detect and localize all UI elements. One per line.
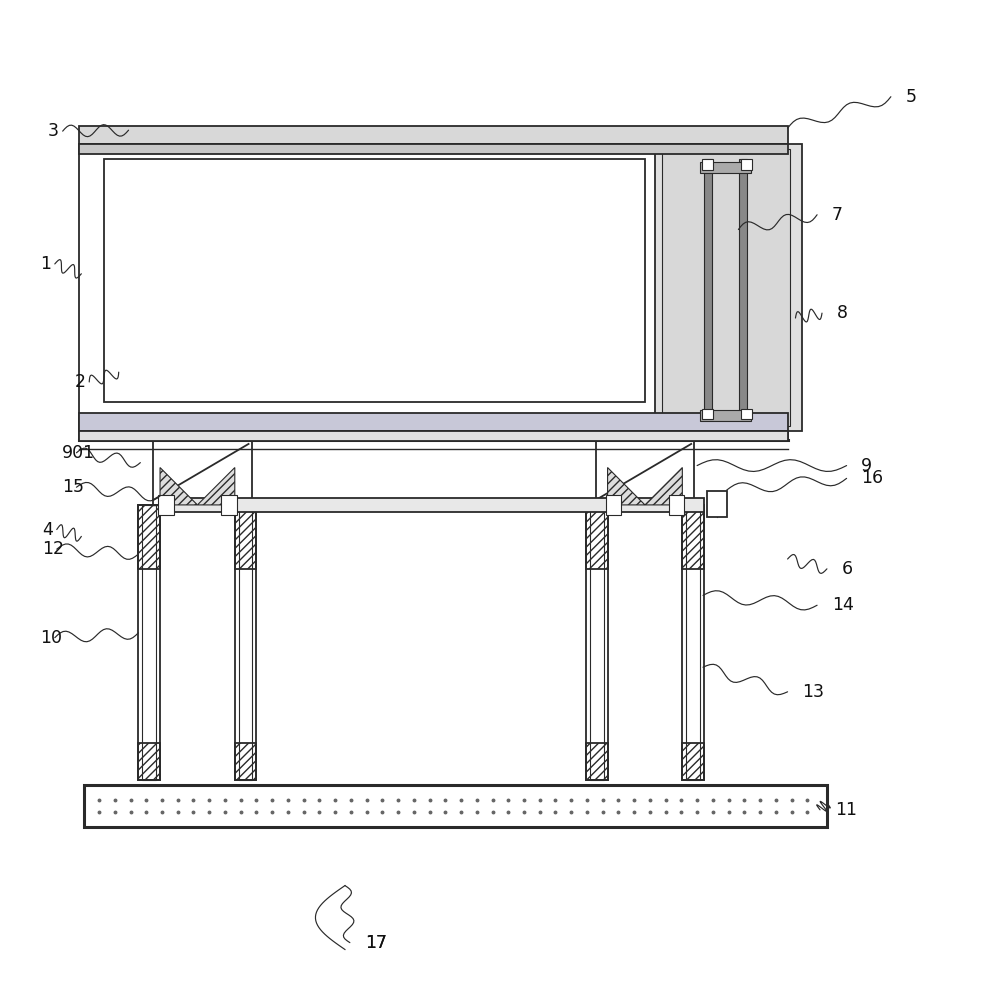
Bar (80, 126, 788, 144)
Bar (700, 162, 752, 173)
Polygon shape (608, 468, 645, 505)
Bar (221, 495, 236, 515)
Bar (590, 505, 604, 780)
Polygon shape (197, 468, 234, 505)
Text: 10: 10 (40, 629, 62, 647)
Text: 3: 3 (48, 122, 59, 140)
Bar (80, 144, 788, 441)
Bar (704, 159, 712, 416)
Text: 9: 9 (861, 457, 873, 475)
Text: 4: 4 (42, 521, 53, 539)
Text: 15: 15 (62, 478, 84, 496)
Bar (683, 743, 704, 780)
Bar (234, 505, 256, 569)
Text: 5: 5 (905, 88, 917, 106)
Bar (700, 410, 752, 421)
Bar (687, 505, 700, 780)
Bar (662, 149, 790, 426)
Bar (234, 505, 256, 780)
Bar (80, 413, 788, 431)
Polygon shape (645, 468, 683, 505)
Bar (702, 409, 713, 419)
Bar (85, 785, 827, 827)
Bar (683, 505, 704, 780)
Bar (742, 159, 753, 170)
Bar (80, 431, 788, 441)
Bar (143, 505, 156, 780)
Bar (139, 505, 160, 569)
Bar (160, 498, 704, 512)
Bar (158, 495, 173, 515)
Bar (238, 505, 252, 780)
Text: 14: 14 (832, 596, 854, 614)
Bar (707, 491, 727, 517)
Bar (742, 409, 753, 419)
Bar (586, 505, 608, 569)
Bar (104, 159, 645, 402)
Text: 901: 901 (62, 444, 95, 462)
Bar (606, 495, 622, 515)
Text: 12: 12 (42, 540, 64, 558)
Text: 17: 17 (364, 934, 387, 952)
Bar (234, 743, 256, 780)
Text: 7: 7 (832, 206, 843, 224)
Bar (139, 505, 160, 780)
Bar (702, 159, 713, 170)
Bar (740, 159, 748, 416)
Text: 16: 16 (861, 469, 884, 487)
Bar (586, 505, 608, 780)
Text: 2: 2 (75, 373, 86, 391)
Bar (80, 144, 788, 154)
Text: 6: 6 (841, 560, 853, 578)
Polygon shape (160, 468, 197, 505)
Text: 13: 13 (803, 683, 824, 701)
Text: 11: 11 (835, 801, 857, 819)
Bar (683, 505, 704, 569)
Bar (139, 743, 160, 780)
Text: 17: 17 (364, 934, 387, 952)
Text: 8: 8 (837, 304, 848, 322)
Bar (669, 495, 685, 515)
Text: 1: 1 (40, 255, 51, 273)
Bar (655, 144, 803, 431)
Bar (586, 743, 608, 780)
